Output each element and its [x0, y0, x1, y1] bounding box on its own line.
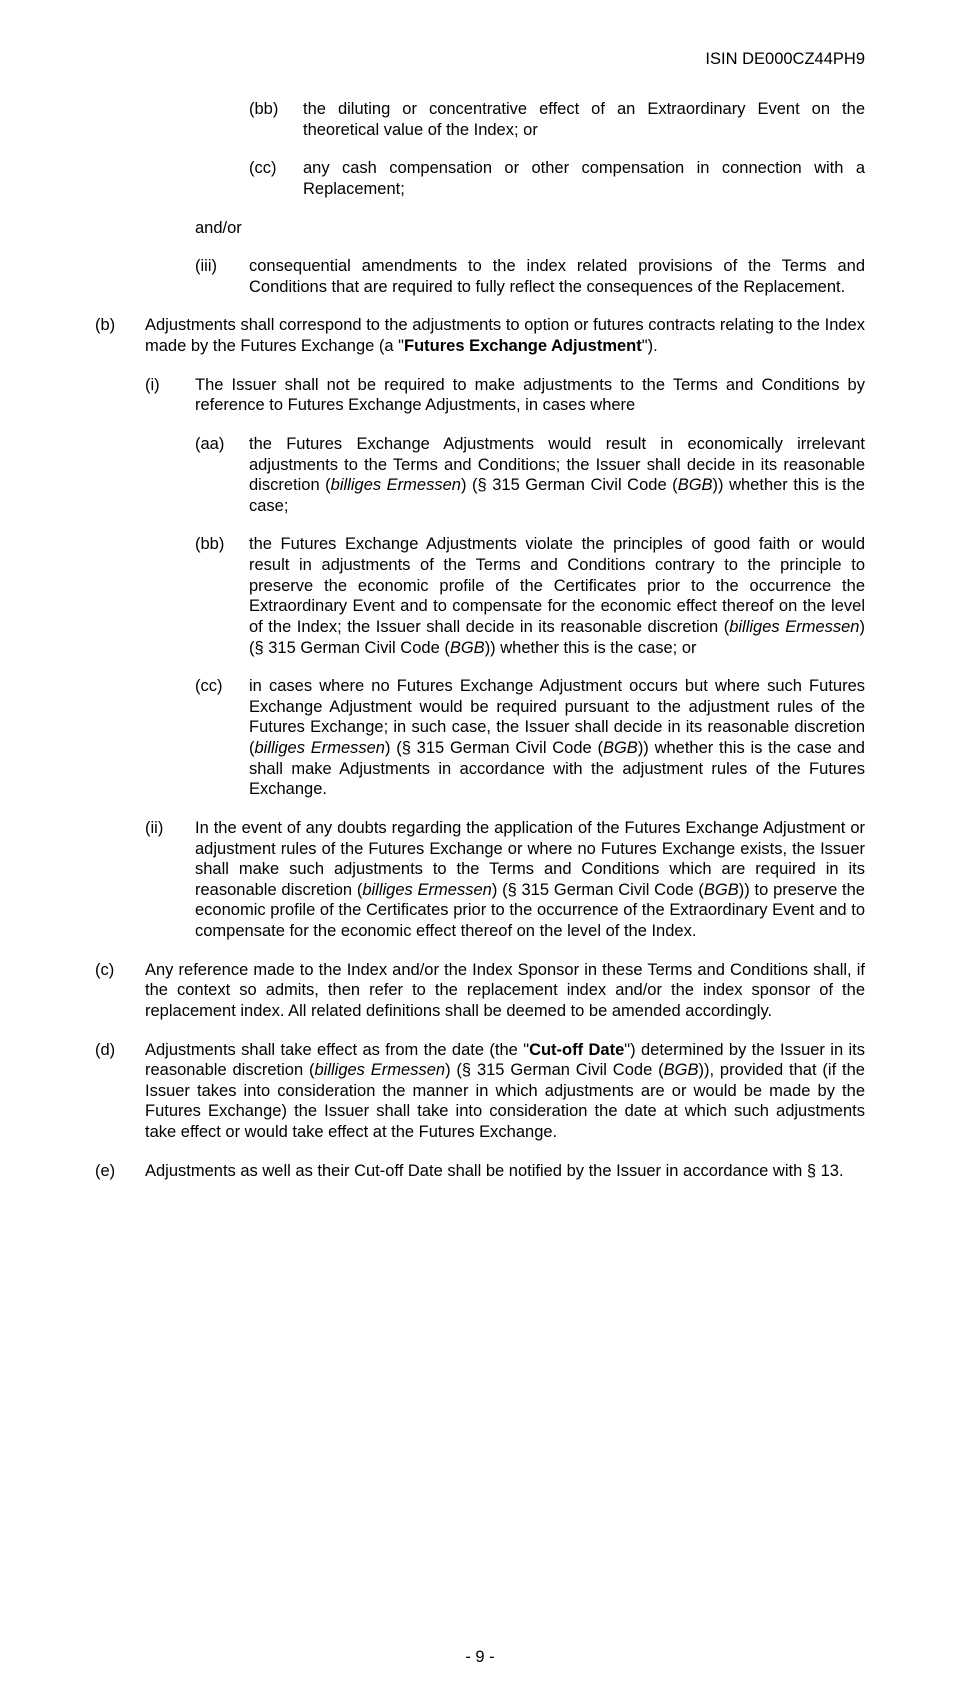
text-segment: ) (§ 315 German Civil Code (: [461, 476, 678, 494]
clause-label: (aa): [195, 434, 249, 517]
clause-text: the diluting or concentrative effect of …: [303, 99, 865, 140]
clause-text: Any reference made to the Index and/or t…: [145, 960, 865, 1022]
text-italic: billiges Ermessen: [362, 881, 492, 899]
clause-e: (e) Adjustments as well as their Cut-off…: [95, 1161, 865, 1182]
clause-text: the Futures Exchange Adjustments violate…: [249, 534, 865, 658]
clause-text: In the event of any doubts regarding the…: [195, 818, 865, 942]
clause-text: consequential amendments to the index re…: [249, 256, 865, 297]
page-number: - 9 -: [0, 1648, 960, 1667]
document-page: ISIN DE000CZ44PH9 (bb) the diluting or c…: [0, 0, 960, 1707]
clause-text: Adjustments as well as their Cut-off Dat…: [145, 1161, 865, 1182]
text-segment: ").: [642, 337, 658, 355]
text-bold: Futures Exchange Adjustment: [404, 337, 642, 355]
clause-d: (d) Adjustments shall take effect as fro…: [95, 1040, 865, 1143]
clause-label: (cc): [195, 676, 249, 800]
clause-label: (b): [95, 315, 145, 356]
clause-label: (cc): [249, 158, 303, 199]
clause-bb-2: (bb) the Futures Exchange Adjustments vi…: [195, 534, 865, 658]
text-bold: Cut-off Date: [529, 1041, 624, 1059]
text-italic: BGB: [704, 881, 739, 899]
clause-text: Adjustments shall take effect as from th…: [145, 1040, 865, 1143]
clause-text: The Issuer shall not be required to make…: [195, 375, 865, 416]
text-italic: billiges Ermessen: [255, 739, 385, 757]
clause-text: and/or: [195, 218, 865, 239]
clause-label: (e): [95, 1161, 145, 1182]
text-italic: billiges Ermessen: [729, 618, 859, 636]
clause-label: (ii): [145, 818, 195, 942]
clause-text: any cash compensation or other compensat…: [303, 158, 865, 199]
text-italic: billiges Ermessen: [314, 1061, 445, 1079]
text-segment: ) (§ 315 German Civil Code (: [385, 739, 603, 757]
text-segment: Adjustments shall take effect as from th…: [145, 1041, 529, 1059]
clause-label: (d): [95, 1040, 145, 1143]
clause-andor: and/or: [195, 218, 865, 239]
clause-label: (i): [145, 375, 195, 416]
clause-cc-2: (cc) in cases where no Futures Exchange …: [195, 676, 865, 800]
clause-b-ii: (ii) In the event of any doubts regardin…: [145, 818, 865, 942]
clause-b-i: (i) The Issuer shall not be required to …: [145, 375, 865, 416]
text-segment: ) (§ 315 German Civil Code (: [492, 881, 704, 899]
text-italic: BGB: [603, 739, 638, 757]
clause-aa-2: (aa) the Futures Exchange Adjustments wo…: [195, 434, 865, 517]
text-italic: billiges Ermessen: [331, 476, 461, 494]
clause-c: (c) Any reference made to the Index and/…: [95, 960, 865, 1022]
text-segment: )) whether this is the case; or: [485, 639, 697, 657]
clause-text: Adjustments shall correspond to the adju…: [145, 315, 865, 356]
clause-text: in cases where no Futures Exchange Adjus…: [249, 676, 865, 800]
text-italic: BGB: [678, 476, 713, 494]
clause-label: (iii): [195, 256, 249, 297]
clause-cc-1: (cc) any cash compensation or other comp…: [249, 158, 865, 199]
clause-bb-1: (bb) the diluting or concentrative effec…: [249, 99, 865, 140]
clause-b: (b) Adjustments shall correspond to the …: [95, 315, 865, 356]
document-body: (bb) the diluting or concentrative effec…: [95, 99, 865, 1181]
clause-label: (c): [95, 960, 145, 1022]
clause-text: the Futures Exchange Adjustments would r…: [249, 434, 865, 517]
text-italic: BGB: [664, 1061, 699, 1079]
clause-label: (bb): [195, 534, 249, 658]
text-italic: BGB: [450, 639, 485, 657]
text-segment: ) (§ 315 German Civil Code (: [445, 1061, 664, 1079]
clause-iii: (iii) consequential amendments to the in…: [195, 256, 865, 297]
clause-label: (bb): [249, 99, 303, 140]
header-isin: ISIN DE000CZ44PH9: [95, 50, 865, 69]
